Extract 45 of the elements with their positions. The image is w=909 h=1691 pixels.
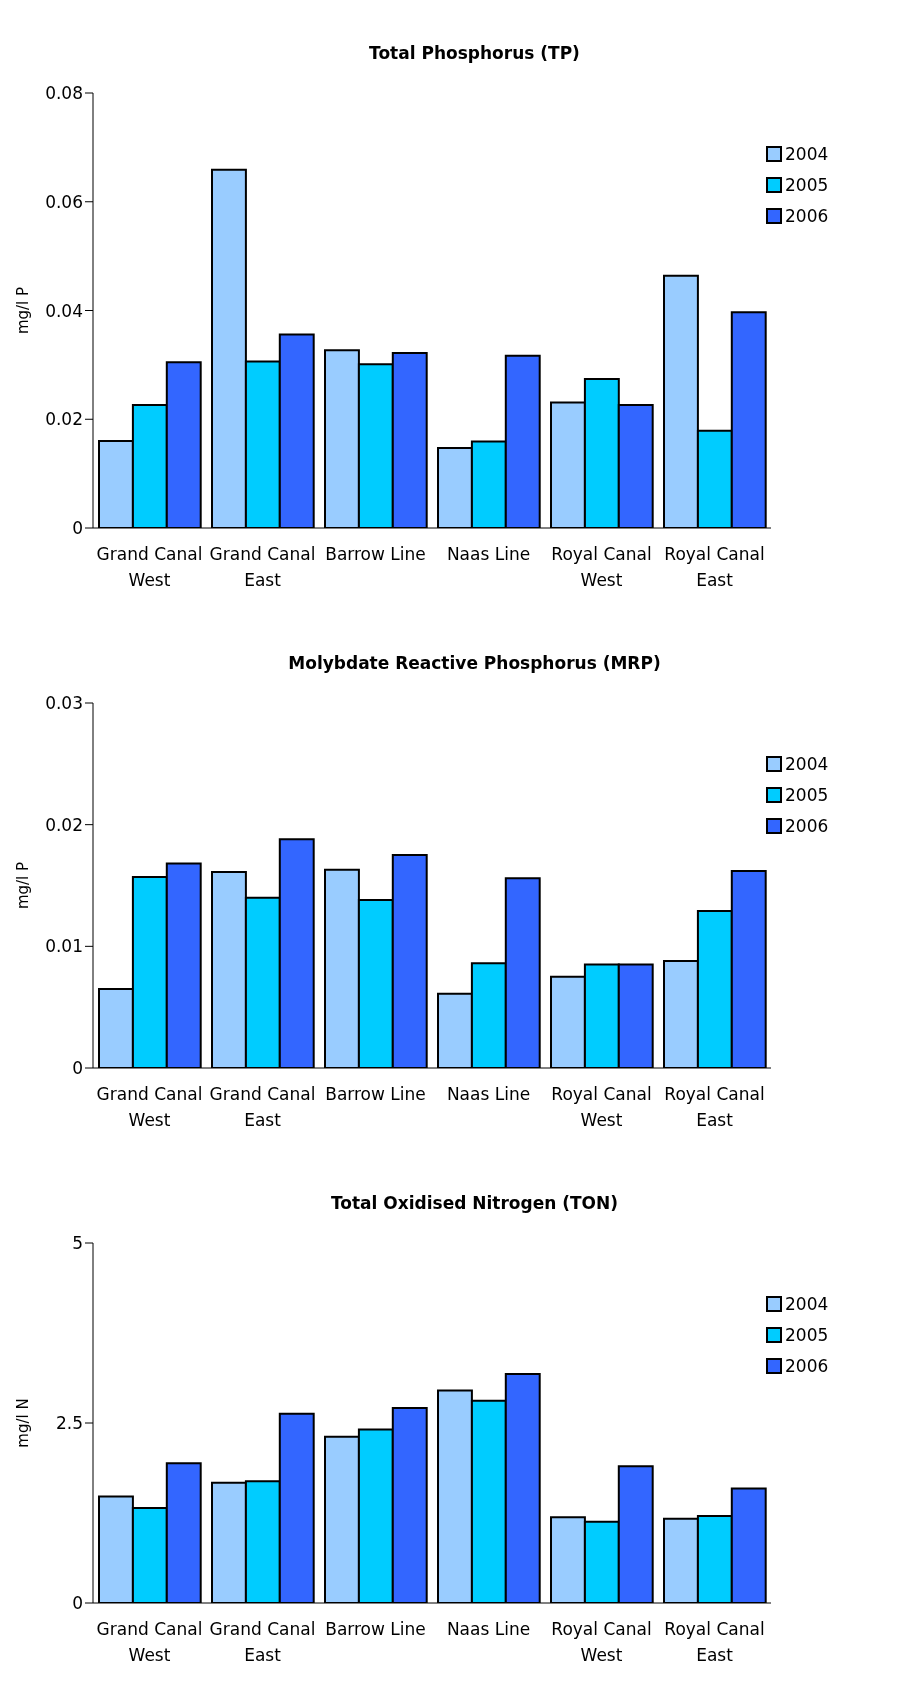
- y-tick-label: 5: [72, 1233, 83, 1254]
- y-tick-label: 0.06: [45, 191, 83, 212]
- x-tick-label: Naas Line: [446, 1619, 531, 1639]
- legend-label: 2005: [785, 784, 829, 805]
- y-tick-label: 0.04: [45, 300, 83, 321]
- y-tick-label: 0.02: [45, 814, 83, 835]
- y-tick-label: 0.02: [45, 409, 83, 430]
- x-tick-label: Royal Canal East: [664, 1619, 765, 1665]
- x-tick-label: Naas Line: [446, 1084, 531, 1104]
- chart-title: Total Oxidised Nitrogen (TON): [329, 1192, 620, 1215]
- legend-label: 2004: [785, 753, 829, 774]
- x-tick-label: Grand Canal West: [96, 544, 203, 590]
- y-axis-title: mg/l P: [14, 286, 33, 335]
- legend-label: 2005: [785, 1324, 829, 1345]
- y-tick-label: 0.08: [45, 83, 83, 104]
- x-tick-label: Royal Canal East: [664, 1084, 765, 1130]
- y-axis-title: mg/l N: [14, 1398, 33, 1448]
- legend-label: 2005: [785, 174, 829, 195]
- x-tick-label: Grand Canal East: [209, 1619, 316, 1665]
- x-tick-label: Royal Canal West: [551, 544, 652, 590]
- y-tick-label: 0: [72, 1593, 83, 1614]
- x-tick-label: Barrow Line: [325, 544, 426, 564]
- legend-label: 2006: [785, 815, 829, 836]
- x-tick-label: Royal Canal West: [551, 1084, 652, 1130]
- legend-label: 2004: [785, 143, 829, 164]
- x-tick-label: Grand Canal West: [96, 1619, 203, 1665]
- chart-title: Total Phosphorus (TP): [368, 42, 581, 65]
- y-axis-title: mg/l P: [14, 861, 33, 910]
- legend-label: 2006: [785, 205, 829, 226]
- y-tick-label: 2.5: [55, 1413, 83, 1434]
- x-tick-label: Grand Canal East: [209, 1084, 316, 1130]
- chart-title: Molybdate Reactive Phosphorus (MRP): [287, 652, 662, 675]
- y-tick-label: 0: [72, 518, 83, 539]
- legend-label: 2004: [785, 1293, 829, 1314]
- x-tick-label: Royal Canal West: [551, 1619, 652, 1665]
- x-tick-label: Grand Canal East: [209, 544, 316, 590]
- x-tick-label: Naas Line: [446, 544, 531, 564]
- y-tick-label: 0: [72, 1058, 83, 1079]
- y-tick-label: 0.03: [45, 693, 83, 714]
- y-tick-label: 0.01: [45, 936, 83, 957]
- x-tick-label: Royal Canal East: [664, 544, 765, 590]
- x-tick-label: Barrow Line: [325, 1619, 426, 1639]
- x-tick-label: Grand Canal West: [96, 1084, 203, 1130]
- legend-label: 2006: [785, 1355, 829, 1376]
- x-tick-label: Barrow Line: [325, 1084, 426, 1104]
